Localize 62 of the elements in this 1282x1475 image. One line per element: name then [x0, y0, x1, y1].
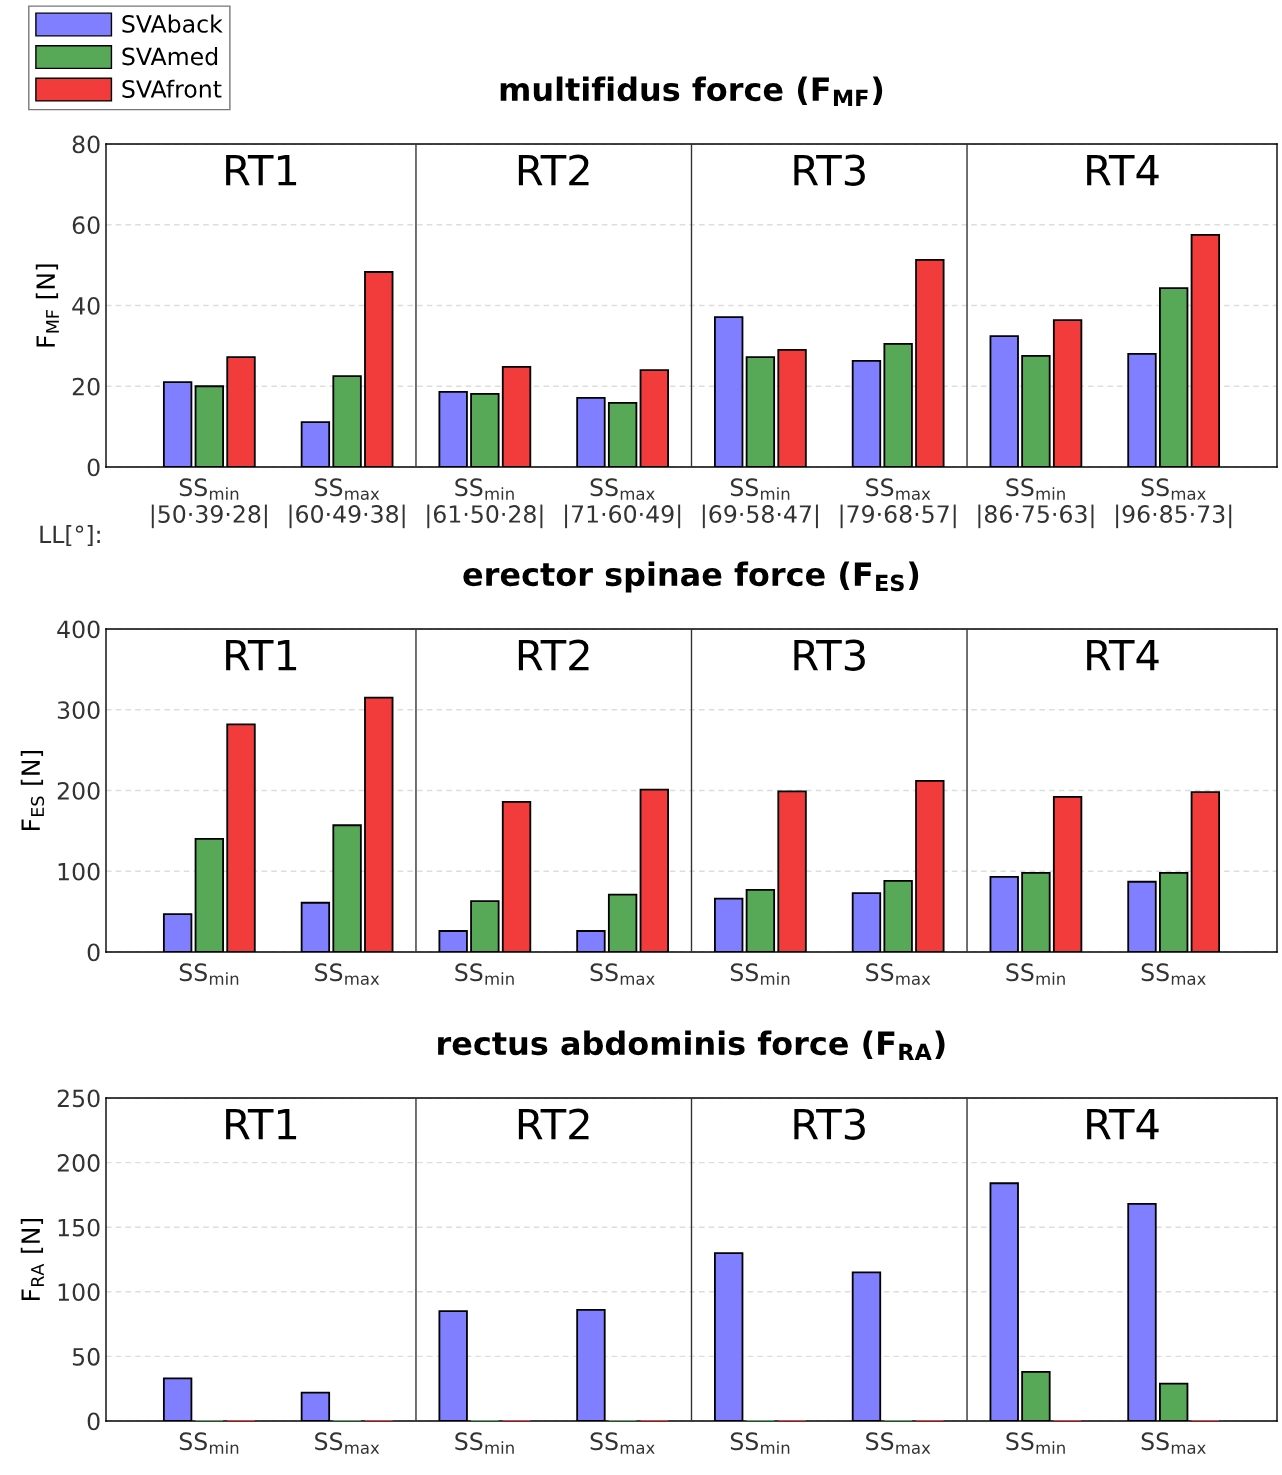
chart-title: rectus abdominis force (F$_{RA}$): [438, 1030, 945, 1061]
legend-label: SVAmed: [122, 47, 218, 66]
y-tick-label: 50: [72, 1347, 100, 1366]
y-tick-label: 200: [57, 1154, 100, 1172]
annotation: RT2: [518, 639, 589, 671]
x-tick-label: SS$_{min}$ |69·58·47|: [702, 478, 818, 529]
annotation: RT4: [1087, 154, 1159, 186]
x-tick-label: SS$_{min}$: [730, 963, 790, 985]
x-tick-label: SS$_{min}$: [455, 963, 514, 985]
x-tick-label: SS$_{max}$ |71·60·49|: [565, 478, 681, 529]
x-tick-label: SS$_{min}$: [730, 1432, 790, 1454]
y-tick-label: 100: [58, 862, 100, 881]
y-axis-title: F$_{RA}$ [N]: [20, 1218, 44, 1300]
y-tick-label: 40: [72, 296, 100, 315]
x-tick-label: SS$_{max}$: [1141, 963, 1206, 985]
x-tick-label: SS$_{min}$: [1006, 1432, 1065, 1454]
x-tick-label: SS$_{min}$: [1006, 963, 1065, 985]
x-tick-label: SS$_{max}$ |60·49·38|: [289, 478, 405, 529]
y-tick-label: 400: [57, 620, 100, 639]
annotation: RT2: [518, 154, 589, 186]
y-tick-label: 0: [87, 943, 100, 962]
y-axis-title: F$_{MF}$ [N]: [35, 264, 59, 347]
y-tick-label: 0: [87, 458, 100, 477]
y-tick-label: 20: [72, 377, 100, 396]
chart-title: erector spinae force (F$_{ES}$): [463, 561, 919, 593]
x-tick-label: SS$_{max}$: [315, 1432, 380, 1454]
x-tick-label: SS$_{max}$: [1141, 1432, 1206, 1454]
y-tick-label: 200: [57, 781, 100, 800]
x-tick-label: SS$_{max}$: [590, 1432, 655, 1454]
y-tick-label: 60: [72, 216, 100, 235]
legend-label: SVAback: [122, 14, 223, 33]
x-tick-label: SS$_{max}$: [590, 963, 655, 985]
annotation: RT3: [794, 1108, 865, 1140]
x-tick-label: SS$_{min}$ |61·50·28|: [427, 478, 543, 529]
x-tick-label: SS$_{min}$ |86·75·63|: [978, 478, 1094, 529]
y-tick-label: 100: [58, 1283, 100, 1302]
y-tick-label: 150: [58, 1218, 100, 1237]
y-tick-label: 300: [57, 701, 100, 720]
text: LL[°]:: [40, 525, 100, 547]
y-tick-label: 80: [72, 135, 100, 154]
legend-label: SVAfront: [122, 79, 222, 98]
x-tick-label: SS$_{max}$: [866, 1432, 931, 1454]
y-tick-label: 0: [87, 1412, 100, 1431]
annotation: RT1: [226, 154, 297, 186]
chart-title: multifidus force (F$_{MF}$): [500, 76, 883, 107]
x-tick-label: SS$_{max}$ |96·85·73|: [1116, 478, 1232, 529]
annotation: RT4: [1087, 639, 1159, 671]
annotation: RT4: [1087, 1108, 1159, 1140]
annotation: RT3: [794, 154, 865, 186]
x-tick-label: SS$_{max}$: [315, 963, 380, 985]
annotation: RT2: [518, 1108, 589, 1140]
annotation: RT1: [226, 639, 297, 671]
x-tick-label: SS$_{min}$: [179, 1432, 239, 1454]
x-tick-label: SS$_{max}$ |79·68·57|: [840, 478, 956, 529]
x-tick-label: SS$_{min}$: [455, 1432, 514, 1454]
x-tick-label: SS$_{min}$: [179, 963, 239, 985]
y-axis-title: F$_{ES}$ [N]: [20, 750, 45, 830]
y-tick-label: 250: [57, 1089, 100, 1108]
annotation: RT3: [794, 639, 865, 671]
x-tick-label: SS$_{min}$ |50·39·28|: [151, 478, 267, 529]
x-tick-label: SS$_{max}$: [866, 963, 931, 985]
annotation: RT1: [226, 1108, 297, 1140]
